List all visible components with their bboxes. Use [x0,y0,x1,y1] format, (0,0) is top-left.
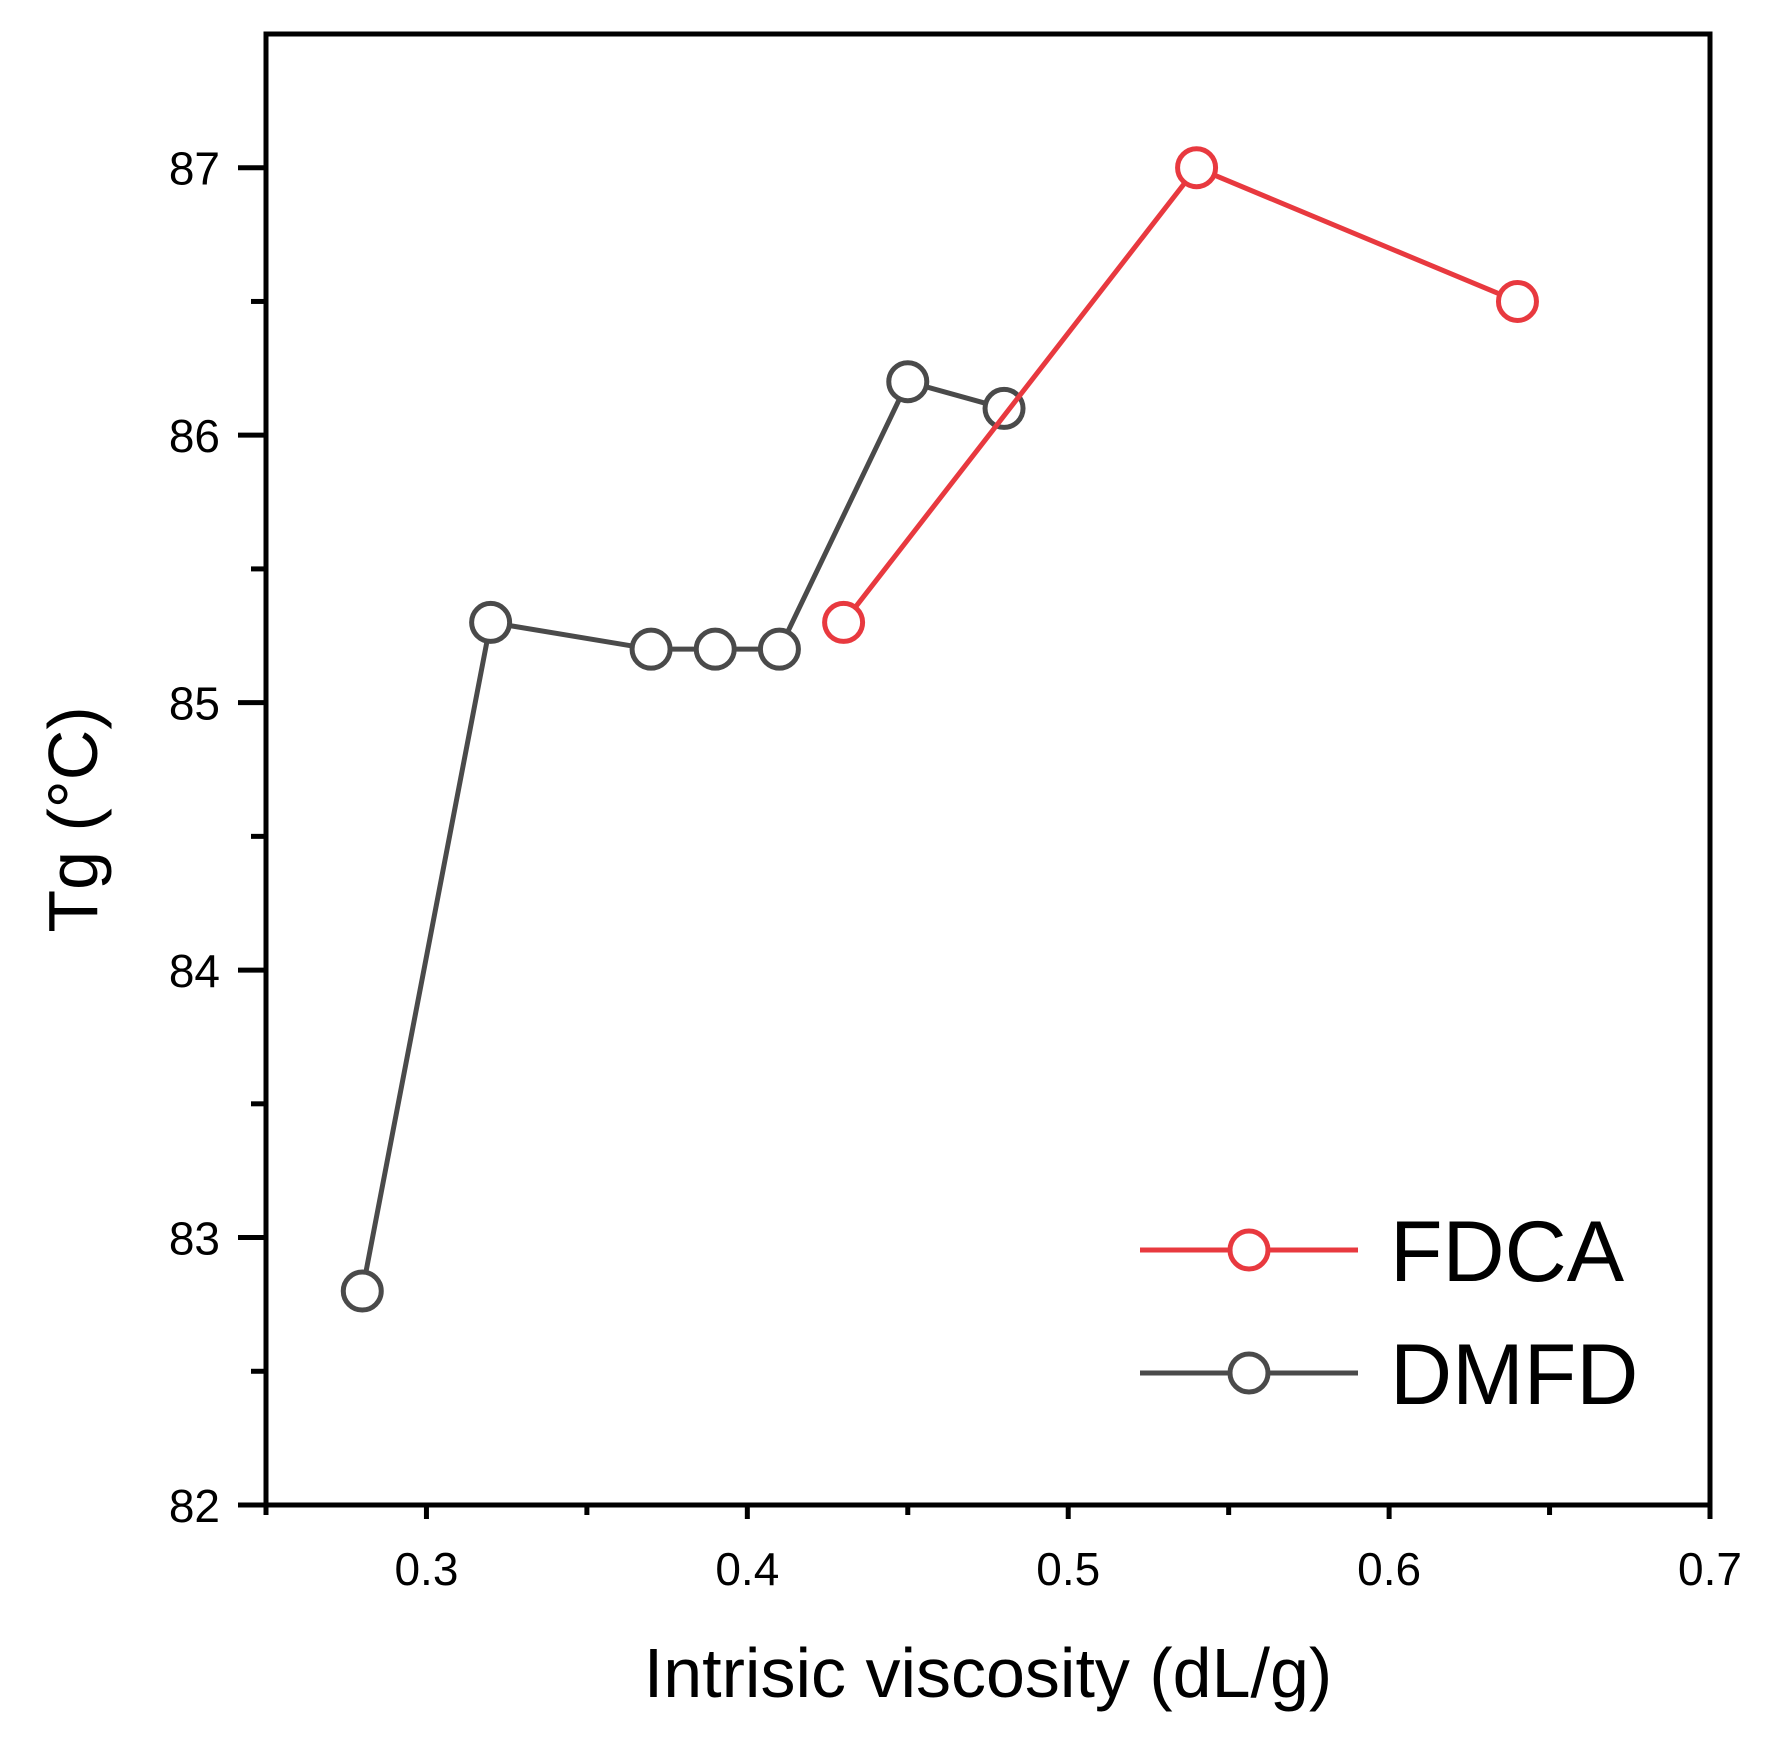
y-axis-title: Tg (°C) [34,706,112,932]
y-tick-label: 83 [169,1213,220,1265]
legend-label-dmfd: DMFD [1390,1327,1638,1423]
x-axis-title: Intrisic viscosity (dL/g) [644,1634,1332,1712]
data-point-fdca [1175,146,1219,190]
data-point-dmfd [340,1269,384,1313]
data-point-dmfd [982,386,1026,430]
x-tick-label: 0.5 [1036,1543,1100,1595]
data-point-fdca [1495,279,1539,323]
y-tick-label: 85 [169,678,220,730]
legend: FDCA DMFD [1140,1204,1638,1423]
axes: 0.3 0.4 0.5 0.6 0.7 82 83 84 85 86 87 [169,31,1742,1595]
legend-marker-dmfd [1227,1351,1271,1395]
x-tick-label: 0.4 [715,1543,779,1595]
data-point-dmfd [693,627,737,671]
legend-label-fdca: FDCA [1390,1204,1625,1300]
x-tick-label: 0.7 [1678,1543,1742,1595]
series-line-dmfd [359,379,1005,1292]
data-point-fdca [822,600,866,644]
x-tick-label: 0.6 [1357,1543,1421,1595]
data-point-dmfd [757,627,801,671]
y-tick-label: 86 [169,410,220,462]
plot-frame [263,31,1713,1508]
x-tick-label: 0.3 [394,1543,458,1595]
data-point-dmfd [469,600,513,644]
data-point-dmfd [629,627,673,671]
legend-marker-fdca [1227,1228,1271,1272]
y-tick-label: 84 [169,945,220,997]
plot-series [340,146,1539,1313]
y-tick-label: 87 [169,143,220,195]
series-line-fdca [841,165,1519,624]
y-tick-label: 82 [169,1480,220,1532]
data-point-dmfd [886,360,930,404]
